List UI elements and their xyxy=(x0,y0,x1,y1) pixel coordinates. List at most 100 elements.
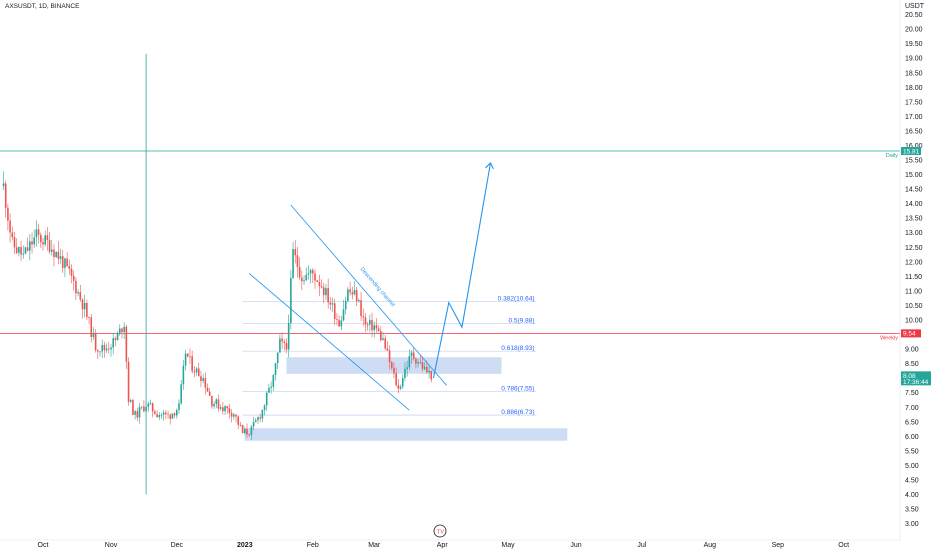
candle-body xyxy=(235,414,237,417)
candle xyxy=(143,400,145,413)
candle-body xyxy=(35,229,38,238)
candle-body xyxy=(145,406,147,412)
candle xyxy=(318,274,321,297)
candle-body xyxy=(132,400,134,415)
candle-body xyxy=(18,246,20,253)
candle xyxy=(351,286,354,300)
symbol-title: AXSUSDT, 1D, BINANCE xyxy=(5,3,80,10)
candles xyxy=(2,171,433,440)
candle-body xyxy=(366,324,369,326)
candle-body xyxy=(143,406,145,412)
candle-body xyxy=(22,253,25,255)
channel-upper-line xyxy=(290,204,447,386)
time-tick-label: Oct xyxy=(38,542,49,549)
candle-body xyxy=(165,412,167,414)
price-tick-label: 20.50 xyxy=(905,12,923,19)
candle xyxy=(46,227,49,251)
price-tick-label: 19.50 xyxy=(905,41,923,48)
candle-body xyxy=(182,365,185,385)
candle-body xyxy=(24,247,27,254)
candle-body xyxy=(382,338,384,340)
candle xyxy=(360,291,362,322)
candle-body xyxy=(408,356,411,368)
demand-zones xyxy=(244,357,568,441)
candle xyxy=(118,324,121,336)
candle-body xyxy=(322,287,325,296)
price-tick-label: 3.00 xyxy=(905,521,919,528)
candle xyxy=(327,278,329,309)
candle-body xyxy=(202,378,204,381)
candle-body xyxy=(237,416,240,425)
candle-body xyxy=(224,406,226,412)
candle-body xyxy=(270,386,272,388)
candle-body xyxy=(261,410,264,419)
candle xyxy=(401,374,404,389)
time-tick-label: Mar xyxy=(368,542,381,549)
candle xyxy=(230,409,233,423)
candle-body xyxy=(358,300,360,302)
candle-body xyxy=(13,237,16,248)
candle xyxy=(182,359,185,390)
candle xyxy=(127,357,130,406)
candle xyxy=(94,329,97,353)
candle-body xyxy=(399,386,402,389)
candle xyxy=(314,269,316,289)
candle-body xyxy=(180,384,182,404)
time-axis: Oct Nov Dec 2023 Feb Mar Apr May Jun Jul Aug Sep Oct xyxy=(0,539,900,549)
candle xyxy=(369,314,371,333)
candle-body xyxy=(254,420,257,423)
candle xyxy=(160,413,163,419)
price-tick-label: 5.50 xyxy=(905,448,919,455)
candle-body xyxy=(97,350,99,352)
candle-body xyxy=(320,286,323,288)
candle xyxy=(254,418,257,423)
candle-body xyxy=(347,289,349,301)
price-tick-label: 16.50 xyxy=(905,128,923,135)
candle-body xyxy=(211,395,213,407)
candle xyxy=(241,424,244,434)
candle-body xyxy=(66,258,68,266)
candle xyxy=(257,416,259,424)
candle-body xyxy=(136,411,139,418)
candle-body xyxy=(178,403,180,411)
candle-body xyxy=(340,320,343,327)
candle-body xyxy=(217,399,220,409)
candle-body xyxy=(285,343,288,350)
candle-body xyxy=(90,317,93,338)
candle xyxy=(81,298,84,319)
candle-body xyxy=(283,341,286,344)
candle-body xyxy=(412,352,415,359)
candle-body xyxy=(375,325,378,329)
candle-body xyxy=(373,325,376,331)
candle xyxy=(283,339,286,351)
candle xyxy=(226,406,229,414)
candle-body xyxy=(149,403,152,404)
candle xyxy=(15,238,18,255)
candle xyxy=(92,327,95,340)
candle xyxy=(213,401,215,410)
candle xyxy=(397,378,400,394)
candle xyxy=(55,251,57,258)
candle xyxy=(86,299,88,320)
fib-label-4: 0.786(7.55) xyxy=(501,385,534,392)
candle xyxy=(224,404,226,415)
candle-body xyxy=(134,411,136,415)
price-tick-label: 4.50 xyxy=(905,477,919,484)
candle-body xyxy=(176,410,178,416)
candle xyxy=(72,270,75,291)
candle-body xyxy=(268,387,270,393)
candle-body xyxy=(279,338,281,353)
candle xyxy=(140,406,143,410)
candle-body xyxy=(2,183,5,187)
candle-body xyxy=(303,280,305,282)
candle-body xyxy=(219,407,222,409)
candle-body xyxy=(154,411,156,415)
candle-body xyxy=(417,362,419,364)
candle-body xyxy=(213,404,215,407)
candle xyxy=(99,350,101,357)
candle xyxy=(13,232,16,255)
candle xyxy=(103,341,106,358)
candle xyxy=(88,316,90,325)
